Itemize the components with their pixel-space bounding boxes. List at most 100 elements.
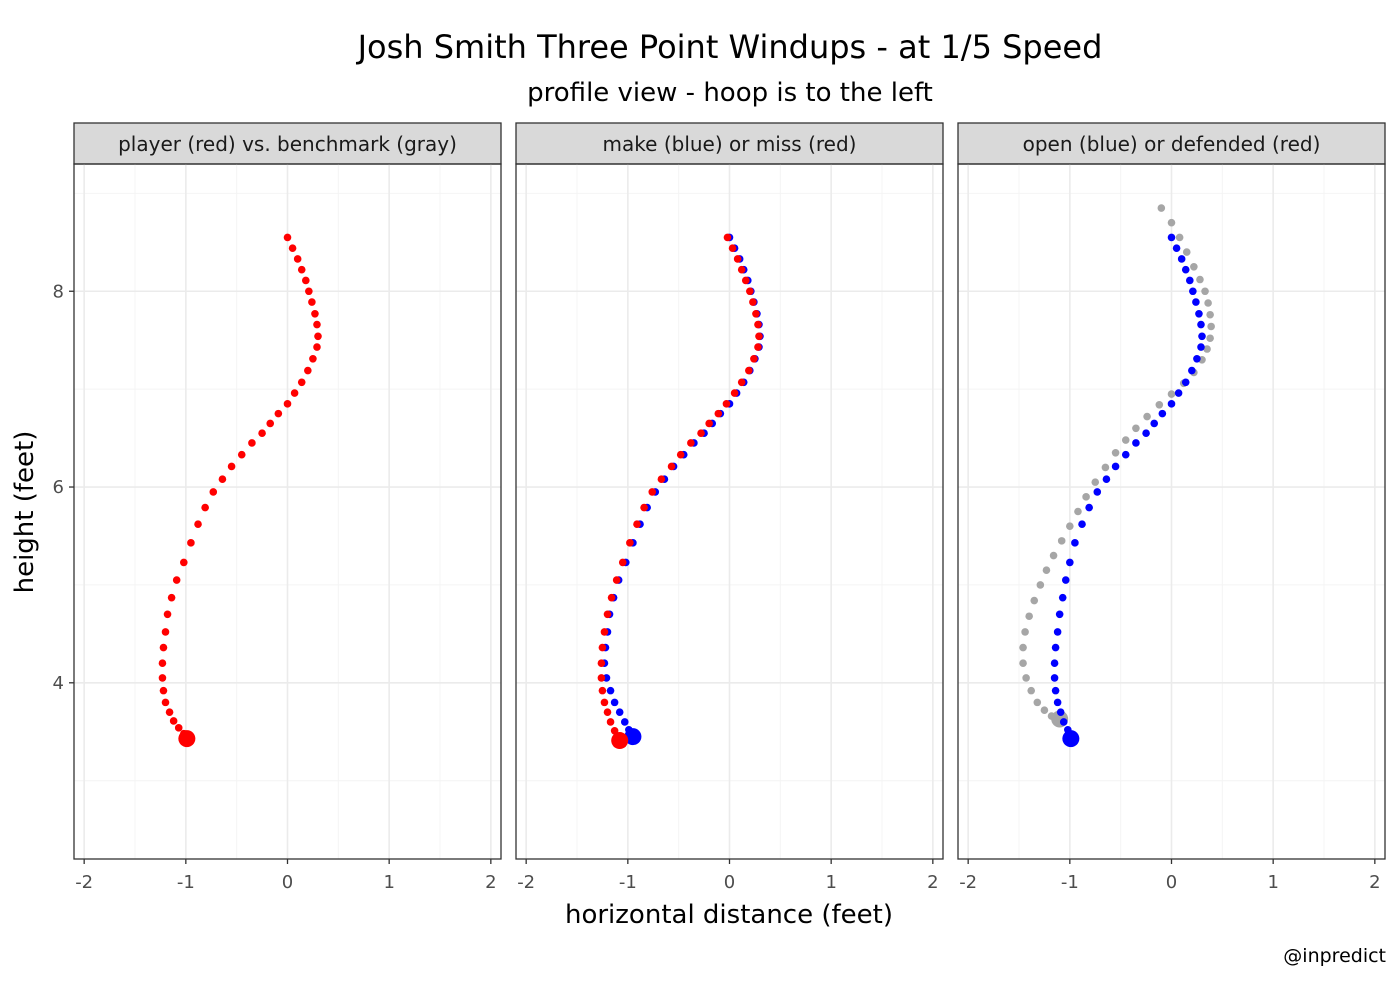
data-point [311, 309, 319, 318]
x-tick-label: 1 [383, 872, 394, 893]
data-point [597, 659, 606, 668]
data-point [606, 686, 615, 695]
data-point [598, 643, 607, 652]
data-point [1195, 309, 1203, 318]
panel-grid [958, 164, 1385, 859]
data-point [159, 643, 168, 652]
data-point [607, 593, 616, 602]
data-point [603, 610, 612, 619]
data-point [283, 400, 292, 408]
data-point [1051, 686, 1060, 695]
data-point [728, 244, 737, 252]
data-point [1030, 596, 1039, 605]
x-tick-label: -1 [1061, 872, 1079, 893]
data-point [1055, 610, 1064, 619]
series-blue [1050, 233, 1206, 748]
data-point [201, 503, 209, 512]
data-point [746, 287, 754, 296]
data-point [1201, 287, 1209, 296]
data-point [167, 593, 176, 602]
data-point [1188, 366, 1196, 375]
data-point [1056, 708, 1065, 716]
data-point [174, 724, 183, 732]
data-point [1027, 686, 1035, 695]
data-point [1182, 248, 1191, 256]
data-point [169, 717, 178, 725]
data-point [626, 539, 634, 547]
data-point [161, 628, 170, 636]
data-point [1181, 378, 1190, 387]
data-point [610, 726, 619, 735]
data-point [1143, 412, 1151, 421]
data-point [297, 265, 306, 274]
series-gray [1019, 204, 1215, 728]
y-axis-title: height (feet) [10, 431, 40, 594]
x-tick-label: 1 [1267, 872, 1278, 893]
data-point [1078, 520, 1086, 529]
chart-subtitle: profile view - hoop is to the left [527, 78, 933, 108]
data-point [1042, 566, 1051, 575]
data-point [598, 686, 607, 695]
x-tick-label: 0 [282, 872, 293, 893]
data-point [1061, 576, 1070, 584]
data-point [1132, 439, 1140, 447]
data-point [293, 255, 302, 263]
x-tick-label: 0 [1166, 872, 1177, 893]
data-point [1193, 354, 1201, 363]
panel-strip-label: open (blue) or defended (red) [1023, 132, 1321, 156]
data-point [1175, 233, 1184, 242]
series-red [158, 233, 322, 748]
data-point [1050, 674, 1059, 682]
data-point [1101, 463, 1110, 472]
data-point [737, 265, 746, 274]
panel-1: player (red) vs. benchmark (gray) -2 -1 0 1 2… [53, 122, 502, 893]
data-point [1167, 218, 1176, 227]
data-point [606, 718, 615, 726]
data-point [302, 276, 310, 285]
data-point [1071, 539, 1079, 547]
data-point [1093, 488, 1102, 496]
data-point [1053, 698, 1062, 707]
data-point [163, 610, 172, 619]
data-point [620, 718, 629, 726]
data-point [1082, 493, 1090, 501]
data-point [161, 698, 170, 707]
panel-grid [516, 164, 943, 859]
data-point [1158, 409, 1167, 418]
x-tick-label: -1 [177, 872, 195, 893]
data-point [308, 298, 316, 306]
data-point [648, 488, 657, 496]
data-point [305, 287, 313, 296]
data-point [676, 450, 685, 459]
data-point [705, 419, 713, 428]
data-point [1132, 424, 1140, 433]
x-tick-label: -2 [75, 872, 93, 893]
data-point [237, 450, 246, 459]
x-tick-label: 2 [927, 872, 938, 893]
data-point [1053, 628, 1062, 636]
data-point [612, 576, 621, 584]
data-point [1207, 322, 1215, 331]
data-point [1074, 507, 1082, 516]
start-point [178, 730, 196, 748]
data-point [1167, 233, 1176, 242]
panel-strip-bg [957, 122, 1386, 165]
data-point [172, 576, 181, 584]
data-point [1197, 320, 1205, 329]
data-point [597, 674, 606, 682]
series-red [597, 233, 763, 750]
y-tick-label: 6 [53, 477, 64, 498]
data-point [755, 332, 763, 341]
data-point [733, 255, 742, 263]
panel-strip-bg [515, 122, 944, 165]
data-point [158, 659, 167, 668]
data-point [1111, 448, 1120, 457]
x-tick-label: -2 [517, 872, 535, 893]
data-point [1203, 345, 1211, 353]
data-point [697, 429, 705, 437]
data-point [1019, 659, 1027, 668]
data-point [741, 276, 750, 285]
data-point [1186, 276, 1194, 285]
x-tick-label: -1 [619, 872, 637, 893]
data-point [218, 475, 227, 483]
